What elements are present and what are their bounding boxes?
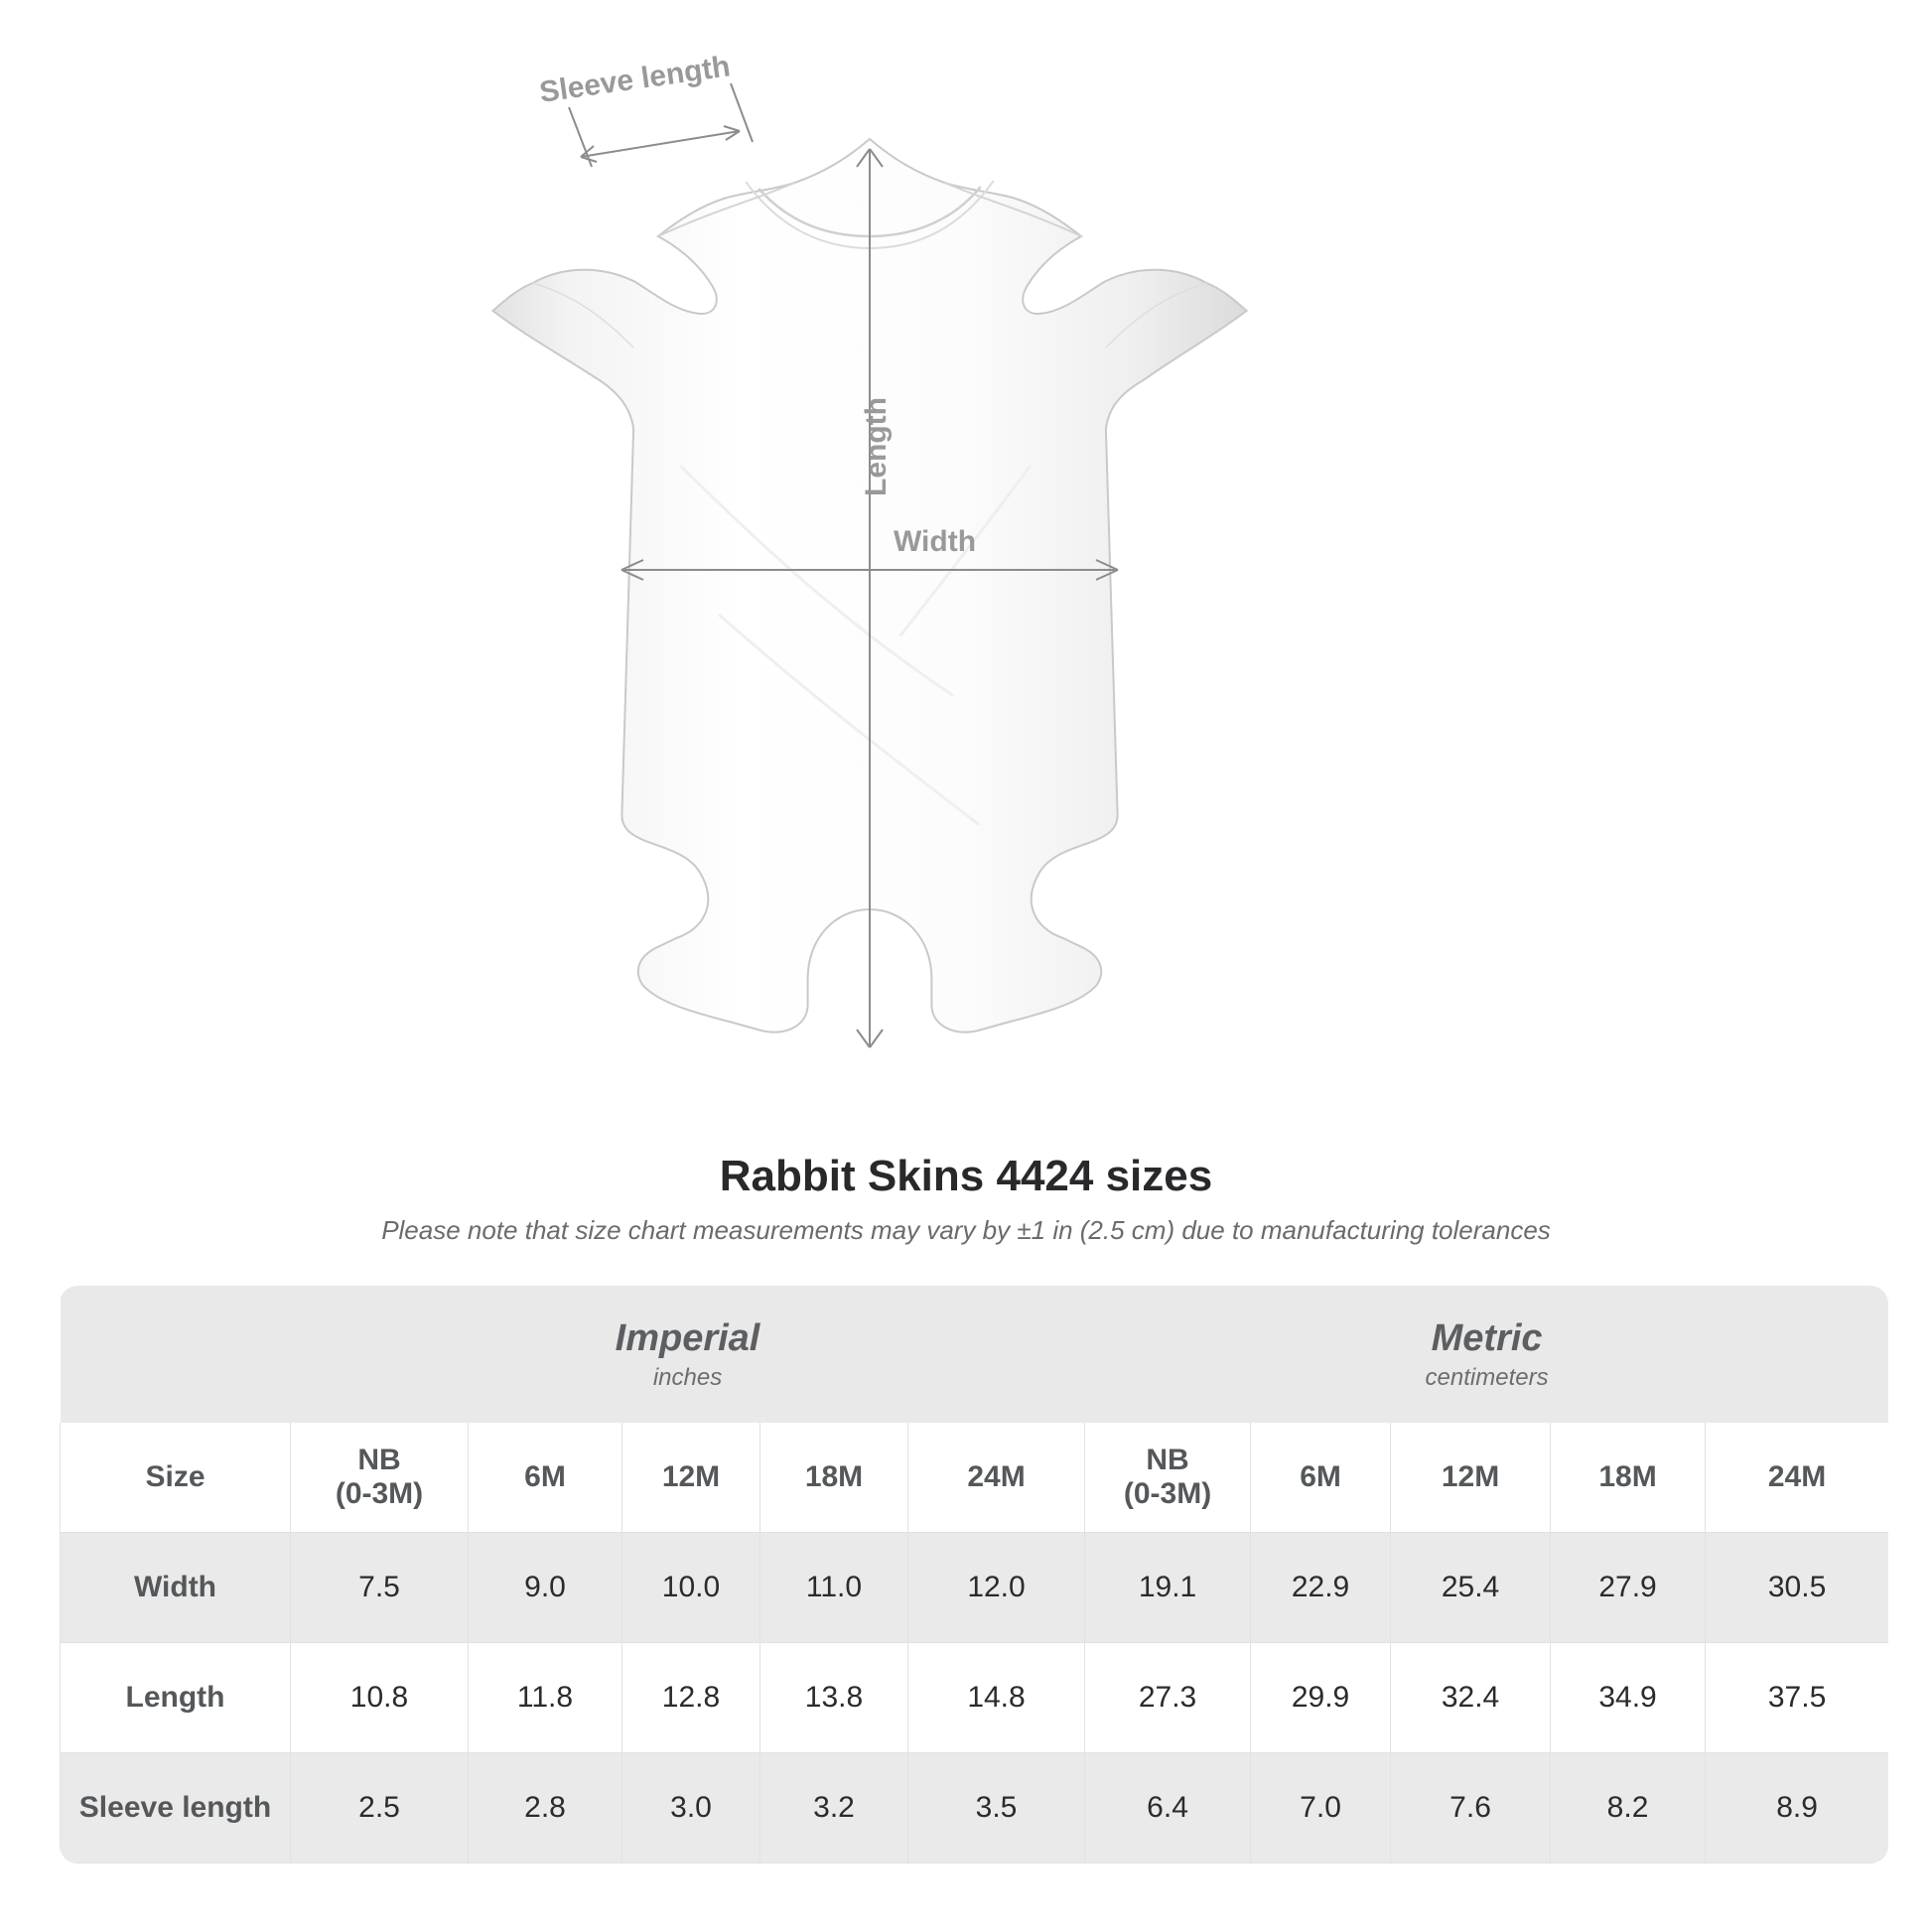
svg-text:Length: Length: [860, 397, 893, 496]
svg-text:Width: Width: [894, 525, 976, 558]
svg-text:Sleeve length: Sleeve length: [537, 50, 732, 109]
